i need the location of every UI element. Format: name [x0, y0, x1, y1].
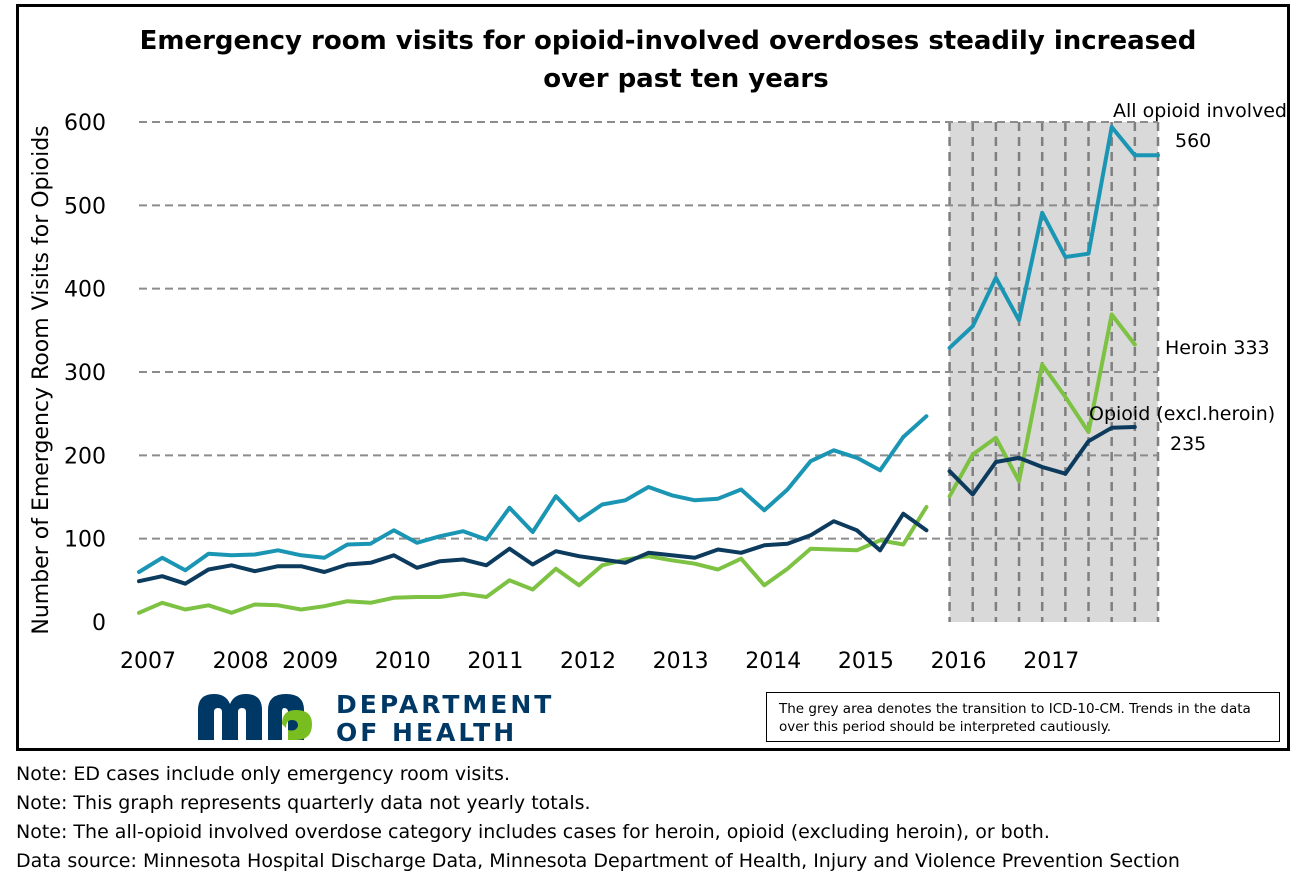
series-annotations: All opioid involved 560 Heroin 333 Opioi…: [1089, 100, 1287, 455]
y-tick-label: 300: [64, 361, 106, 386]
heroin-label: Heroin 333: [1165, 337, 1270, 359]
series-line-all-opioid-involved: [947, 125, 1160, 350]
x-tick-label: 2011: [467, 649, 523, 674]
note-quarterly: Note: This graph represents quarterly da…: [16, 792, 591, 814]
all-opioid-label: All opioid involved: [1113, 100, 1287, 122]
x-tick-label: 2009: [282, 649, 338, 674]
series-line-heroin: [137, 505, 929, 615]
y-axis-ticks: 0 100 200 300 400 500 600: [64, 111, 106, 636]
y-axis-label: Number of Emergency Room Visits for Opio…: [29, 125, 54, 634]
logo-text-of-health: OF HEALTH: [336, 718, 518, 747]
y-tick-label: 600: [64, 111, 106, 136]
series-line-all-opioid-involved: [901, 414, 929, 439]
department-of-health-logo: DEPARTMENT OF HEALTH: [196, 688, 576, 748]
x-tick-label: 2015: [838, 649, 894, 674]
chart-title-line-2: over past ten years: [543, 64, 828, 94]
chart-frame: [16, 4, 1290, 751]
x-tick-label: 2016: [931, 649, 987, 674]
x-tick-label: 2010: [375, 649, 431, 674]
x-tick-label: 2007: [120, 649, 176, 674]
chart-title-line-1: Emergency room visits for opioid-involve…: [140, 26, 1197, 56]
gray-area-note: The grey area denotes the transition to …: [766, 692, 1280, 742]
note-category: Note: The all-opioid involved overdose c…: [16, 821, 1050, 843]
all-opioid-value: 560: [1175, 130, 1211, 152]
opioid-excl-value: 235: [1170, 433, 1206, 455]
note-ed-cases: Note: ED cases include only emergency ro…: [16, 763, 510, 785]
note-data-source: Data source: Minnesota Hospital Discharg…: [16, 850, 1180, 872]
series-line-all-opioid-involved: [137, 435, 906, 574]
series-lines: [137, 125, 1160, 615]
series-line-opioid-excl-heroin: [137, 511, 929, 586]
y-tick-label: 0: [92, 611, 106, 636]
y-tick-label: 400: [64, 278, 106, 303]
x-axis-ticks: 2007 2008 2009 2010 2011 2012 2013 2014 2015 2016…: [120, 649, 1079, 674]
x-tick-label: 2008: [213, 649, 269, 674]
series-line-opioid-excl-heroin: [947, 425, 1137, 497]
x-tick-label: 2014: [745, 649, 801, 674]
x-tick-label: 2017: [1023, 649, 1079, 674]
y-tick-label: 500: [64, 194, 106, 219]
logo-text-department: DEPARTMENT: [336, 690, 555, 719]
mn-logo-icon: [198, 694, 312, 740]
opioid-excl-label: Opioid (excl.heroin): [1089, 403, 1275, 425]
series-line-heroin: [947, 312, 1137, 499]
y-tick-label: 100: [64, 528, 106, 553]
x-tick-label: 2012: [560, 649, 616, 674]
footnotes: Note: ED cases include only emergency ro…: [16, 760, 1292, 876]
gridlines: [139, 121, 1158, 540]
chart-title: Emergency room visits for opioid-involve…: [140, 26, 1197, 94]
y-tick-label: 200: [64, 444, 106, 469]
x-tick-label: 2013: [653, 649, 709, 674]
